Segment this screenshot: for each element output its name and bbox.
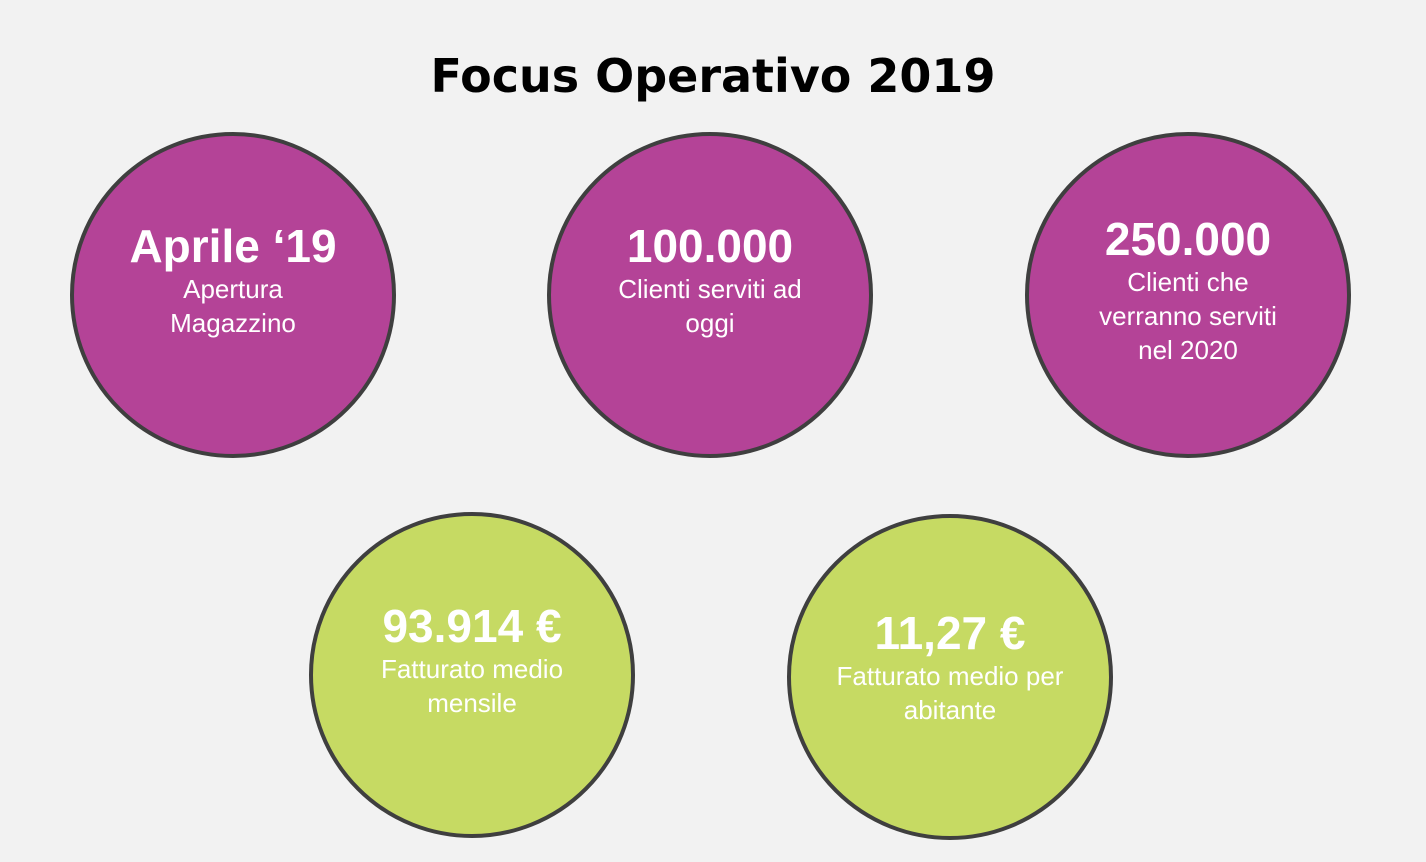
stat-circle-revenue-per-inhabitant: 11,27 € Fatturato medio per abitante bbox=[787, 514, 1113, 840]
stat-label: Fatturato medio per abitante bbox=[836, 661, 1064, 725]
stat-value: Aprile ‘19 bbox=[129, 220, 337, 272]
stat-content: 93.914 € Fatturato medio mensile bbox=[357, 600, 587, 720]
stat-circle-monthly-revenue: 93.914 € Fatturato medio mensile bbox=[309, 512, 635, 838]
stat-circle-clients-2020: 250.000 Clienti che verranno serviti nel… bbox=[1025, 132, 1351, 458]
stat-circle-opening: Aprile ‘19 Apertura Magazzino bbox=[70, 132, 396, 458]
stat-content: Aprile ‘19 Apertura Magazzino bbox=[118, 220, 348, 340]
stat-label: Clienti serviti ad oggi bbox=[618, 274, 802, 338]
stat-content: 11,27 € Fatturato medio per abitante bbox=[835, 607, 1065, 727]
stat-content: 100.000 Clienti serviti ad oggi bbox=[595, 220, 825, 340]
stat-label: Clienti che verranno serviti nel 2020 bbox=[1099, 267, 1277, 365]
stat-value: 250.000 bbox=[1104, 213, 1272, 265]
stat-content: 250.000 Clienti che verranno serviti nel… bbox=[1083, 213, 1293, 367]
stat-value: 100.000 bbox=[626, 220, 794, 272]
page-title: Focus Operativo 2019 bbox=[430, 49, 996, 103]
stat-label: Fatturato medio mensile bbox=[380, 654, 564, 718]
stat-label: Apertura Magazzino bbox=[170, 274, 296, 338]
stat-value: 11,27 € bbox=[874, 607, 1026, 659]
stat-value: 93.914 € bbox=[382, 600, 562, 652]
stat-circle-clients-served: 100.000 Clienti serviti ad oggi bbox=[547, 132, 873, 458]
